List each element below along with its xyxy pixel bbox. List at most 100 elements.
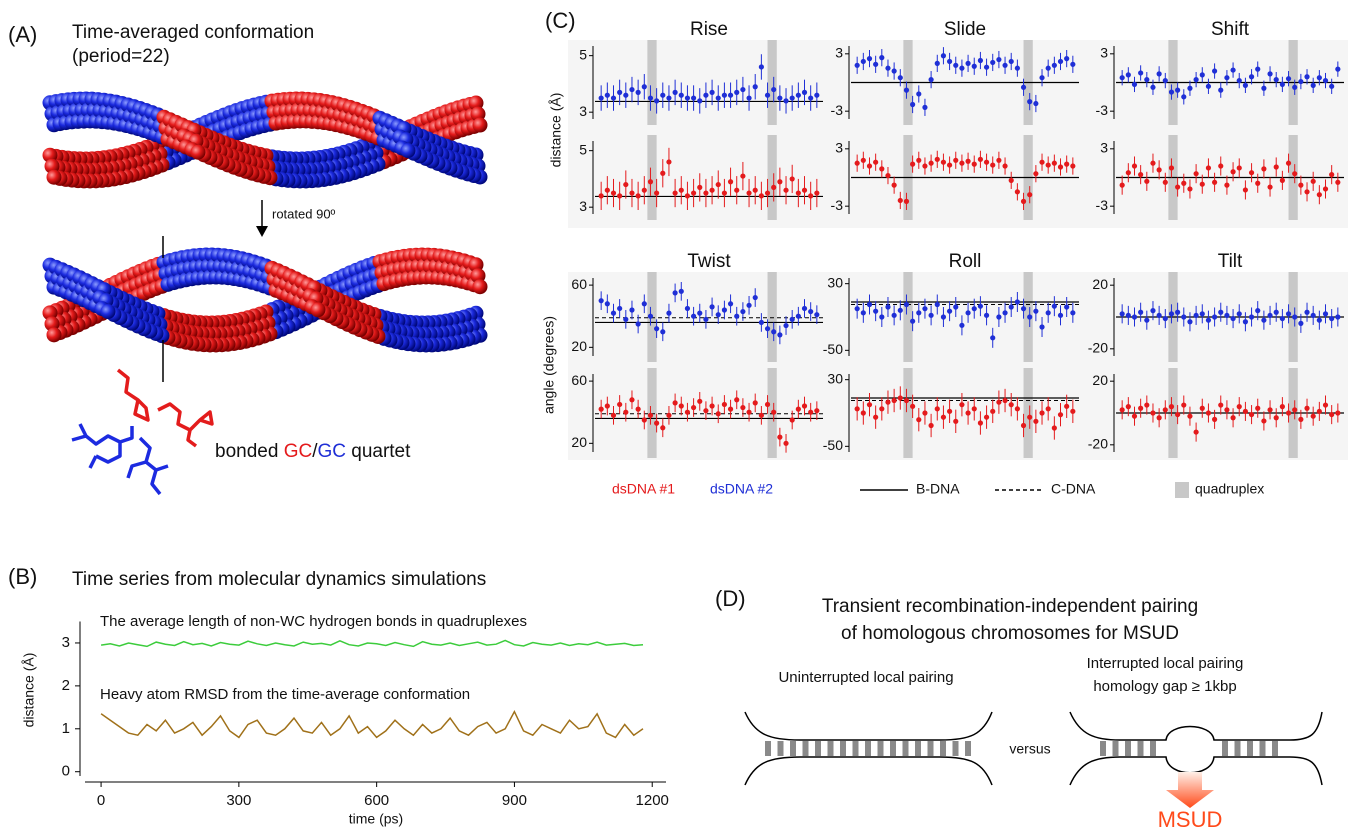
data-point xyxy=(1322,77,1329,84)
rung xyxy=(777,741,784,756)
data-point xyxy=(897,197,903,204)
data-point xyxy=(666,159,672,165)
data-point xyxy=(1236,165,1242,171)
data-point xyxy=(771,86,777,93)
data-point xyxy=(752,187,758,193)
data-point xyxy=(1014,65,1020,71)
data-point xyxy=(715,411,721,417)
y-tick-label: -3 xyxy=(1096,102,1109,118)
data-point xyxy=(1039,324,1045,330)
data-point xyxy=(965,60,971,66)
data-point xyxy=(1162,179,1168,185)
data-point xyxy=(983,414,990,420)
legend-label: dsDNA #1 xyxy=(612,481,675,497)
data-point xyxy=(1027,99,1033,105)
rung xyxy=(1150,741,1156,756)
data-point xyxy=(1057,164,1064,170)
data-point xyxy=(922,410,928,416)
rung xyxy=(815,741,821,756)
data-point xyxy=(996,157,1002,163)
y-tick-label: 20 xyxy=(1092,276,1108,292)
panel-background xyxy=(568,40,1348,228)
data-point xyxy=(1045,162,1051,168)
data-point xyxy=(684,95,691,101)
data-point xyxy=(727,406,734,412)
data-point xyxy=(1193,429,1199,435)
data-point xyxy=(873,414,879,420)
data-point xyxy=(715,312,721,318)
data-point xyxy=(916,310,922,316)
data-point xyxy=(746,190,752,196)
data-point xyxy=(727,301,734,307)
data-point xyxy=(1027,192,1033,198)
data-point xyxy=(1033,418,1039,424)
data-point xyxy=(1242,319,1249,325)
y-tick-label: 60 xyxy=(571,276,587,292)
data-point xyxy=(1144,77,1150,83)
data-point xyxy=(1285,311,1292,317)
data-point xyxy=(703,408,709,414)
data-point xyxy=(1020,198,1027,204)
data-point xyxy=(1329,315,1335,322)
rung xyxy=(840,741,846,756)
data-point xyxy=(801,187,808,193)
data-point xyxy=(922,104,928,110)
data-point xyxy=(672,290,678,296)
data-point xyxy=(598,95,604,101)
y-tick-label: 30 xyxy=(827,370,843,386)
y-tick-label: 3 xyxy=(62,634,70,651)
rung xyxy=(765,741,771,756)
data-point xyxy=(808,193,814,199)
data-point xyxy=(604,187,610,193)
data-point xyxy=(1131,163,1138,169)
data-point xyxy=(910,403,916,409)
subplot-title: Tilt xyxy=(1218,251,1243,272)
quadruplex-band xyxy=(767,135,777,220)
data-point xyxy=(1230,315,1236,322)
data-point xyxy=(1230,415,1236,421)
y-tick-label: 30 xyxy=(827,274,843,290)
data-point xyxy=(752,400,758,406)
data-point xyxy=(879,166,885,172)
data-point xyxy=(873,159,879,165)
data-point xyxy=(1131,314,1138,320)
quartet-text: quartet xyxy=(346,441,411,462)
data-point xyxy=(678,403,684,409)
quartet-text: / xyxy=(312,441,318,462)
data-point xyxy=(996,314,1002,320)
data-point xyxy=(1218,163,1224,169)
data-point xyxy=(1014,406,1020,412)
data-point xyxy=(635,89,641,95)
data-point xyxy=(854,306,860,312)
data-point xyxy=(795,313,801,319)
subplot-title: Slide xyxy=(944,19,986,40)
data-point xyxy=(666,412,672,418)
data-point xyxy=(1211,314,1218,320)
data-point xyxy=(1033,308,1039,314)
data-point xyxy=(721,92,728,98)
rung xyxy=(1125,741,1131,756)
quartet-text: GC xyxy=(317,441,346,462)
data-point xyxy=(916,417,922,423)
y-tick-label: -3 xyxy=(831,197,844,213)
data-point xyxy=(647,179,654,185)
legend-label: C-DNA xyxy=(1051,481,1096,497)
data-point xyxy=(1304,309,1310,315)
data-point xyxy=(672,400,678,406)
data-point xyxy=(1119,182,1125,188)
data-point xyxy=(971,406,977,412)
data-point xyxy=(709,89,715,95)
data-point xyxy=(922,163,928,169)
data-point xyxy=(1020,84,1027,90)
data-point xyxy=(873,308,879,314)
data-point xyxy=(1248,170,1255,176)
data-point xyxy=(1261,85,1267,91)
data-point xyxy=(647,95,654,101)
data-point xyxy=(1051,303,1057,309)
panel-title: Time-averaged conformation xyxy=(72,22,314,43)
data-point xyxy=(1199,311,1205,317)
data-point xyxy=(1138,405,1144,411)
data-point xyxy=(1181,94,1187,100)
data-point xyxy=(641,187,647,193)
data-point xyxy=(647,313,654,319)
